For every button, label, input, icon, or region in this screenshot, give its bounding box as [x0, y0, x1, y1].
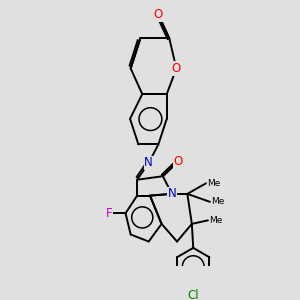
Text: N: N — [167, 188, 176, 200]
Text: Cl: Cl — [188, 290, 199, 300]
Text: Me: Me — [211, 197, 225, 206]
Text: Me: Me — [209, 216, 223, 225]
Text: O: O — [172, 62, 181, 75]
Text: N: N — [144, 157, 153, 169]
Text: Me: Me — [207, 179, 221, 188]
Text: O: O — [174, 155, 183, 168]
Text: F: F — [106, 207, 112, 220]
Text: O: O — [154, 8, 163, 21]
